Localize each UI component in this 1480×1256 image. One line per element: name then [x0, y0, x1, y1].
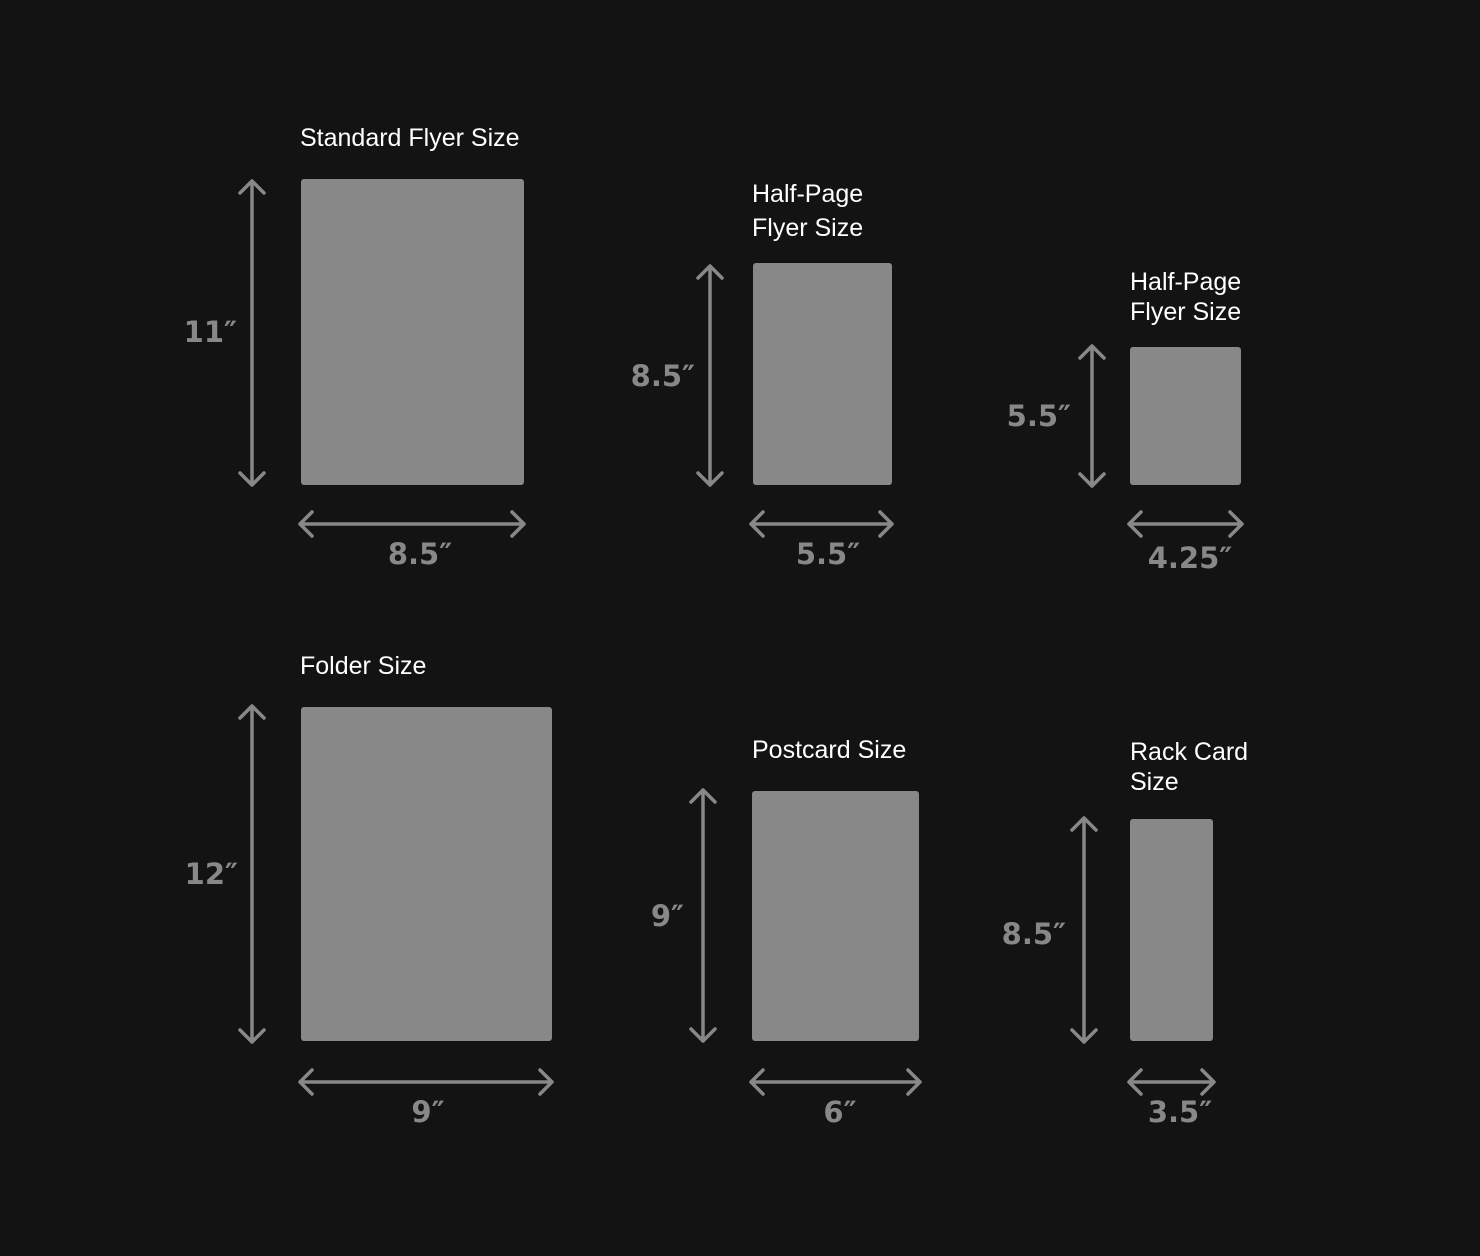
size-title: Rack Card Size [1130, 738, 1248, 796]
sheet-rect [301, 179, 524, 485]
size-item-half-page-flyer-2: Half-Page Flyer Size 4.25″ 5.5″ [1007, 268, 1244, 575]
width-arrow-icon [749, 1068, 922, 1096]
size-title-line: Flyer Size [752, 214, 863, 242]
width-label: 3.5″ [1148, 1095, 1212, 1129]
size-title: Folder Size [300, 652, 426, 680]
height-label: 11″ [184, 315, 237, 349]
width-label: 6″ [823, 1095, 856, 1129]
size-item-postcard: Postcard Size 6″ 9″ [651, 736, 922, 1129]
width-arrow-icon [298, 1068, 554, 1096]
height-label: 8.5″ [1002, 917, 1066, 951]
height-label: 9″ [651, 899, 684, 933]
width-label: 5.5″ [796, 537, 860, 571]
size-title: Standard Flyer Size [300, 124, 520, 152]
height-label: 8.5″ [631, 359, 695, 393]
size-item-half-page-flyer-1: Half-Page Flyer Size 5.5″ 8.5″ [631, 180, 894, 571]
size-item-folder: Folder Size 9″ 12″ [185, 652, 554, 1129]
size-title: Half-Page Flyer Size [752, 180, 863, 242]
width-label: 4.25″ [1148, 541, 1233, 575]
size-title: Postcard Size [752, 736, 906, 764]
size-title-line: Size [1130, 768, 1179, 796]
height-arrow-icon [696, 264, 724, 487]
width-arrow-icon [749, 510, 894, 538]
sheet-rect [753, 263, 892, 485]
height-label: 12″ [185, 857, 238, 891]
size-title-line: Half-Page [752, 180, 863, 208]
size-title-line: Flyer Size [1130, 298, 1241, 326]
height-arrow-icon [238, 179, 266, 487]
size-title-line: Folder Size [300, 652, 426, 680]
width-arrow-icon [1127, 510, 1244, 538]
width-label: 8.5″ [388, 537, 452, 571]
width-label: 9″ [411, 1095, 444, 1129]
size-title-line: Standard Flyer Size [300, 124, 520, 152]
height-arrow-icon [238, 704, 266, 1044]
size-title-line: Half-Page [1130, 268, 1241, 296]
sheet-rect [752, 791, 919, 1041]
height-arrow-icon [1078, 344, 1106, 488]
size-title: Half-Page Flyer Size [1130, 268, 1241, 326]
size-item-standard-flyer: Standard Flyer Size 8.5″ 11″ [184, 124, 526, 571]
height-arrow-icon [689, 788, 717, 1043]
size-item-rack-card: Rack Card Size 3.5″ 8.5″ [1002, 738, 1248, 1129]
width-arrow-icon [298, 510, 526, 538]
height-label: 5.5″ [1007, 399, 1071, 433]
width-arrow-icon [1127, 1068, 1216, 1096]
height-arrow-icon [1070, 816, 1098, 1044]
sheet-rect [1130, 819, 1213, 1041]
size-title-line: Rack Card [1130, 738, 1248, 766]
sheet-rect [301, 707, 552, 1041]
size-title-line: Postcard Size [752, 736, 906, 764]
sheet-rect [1130, 347, 1241, 485]
